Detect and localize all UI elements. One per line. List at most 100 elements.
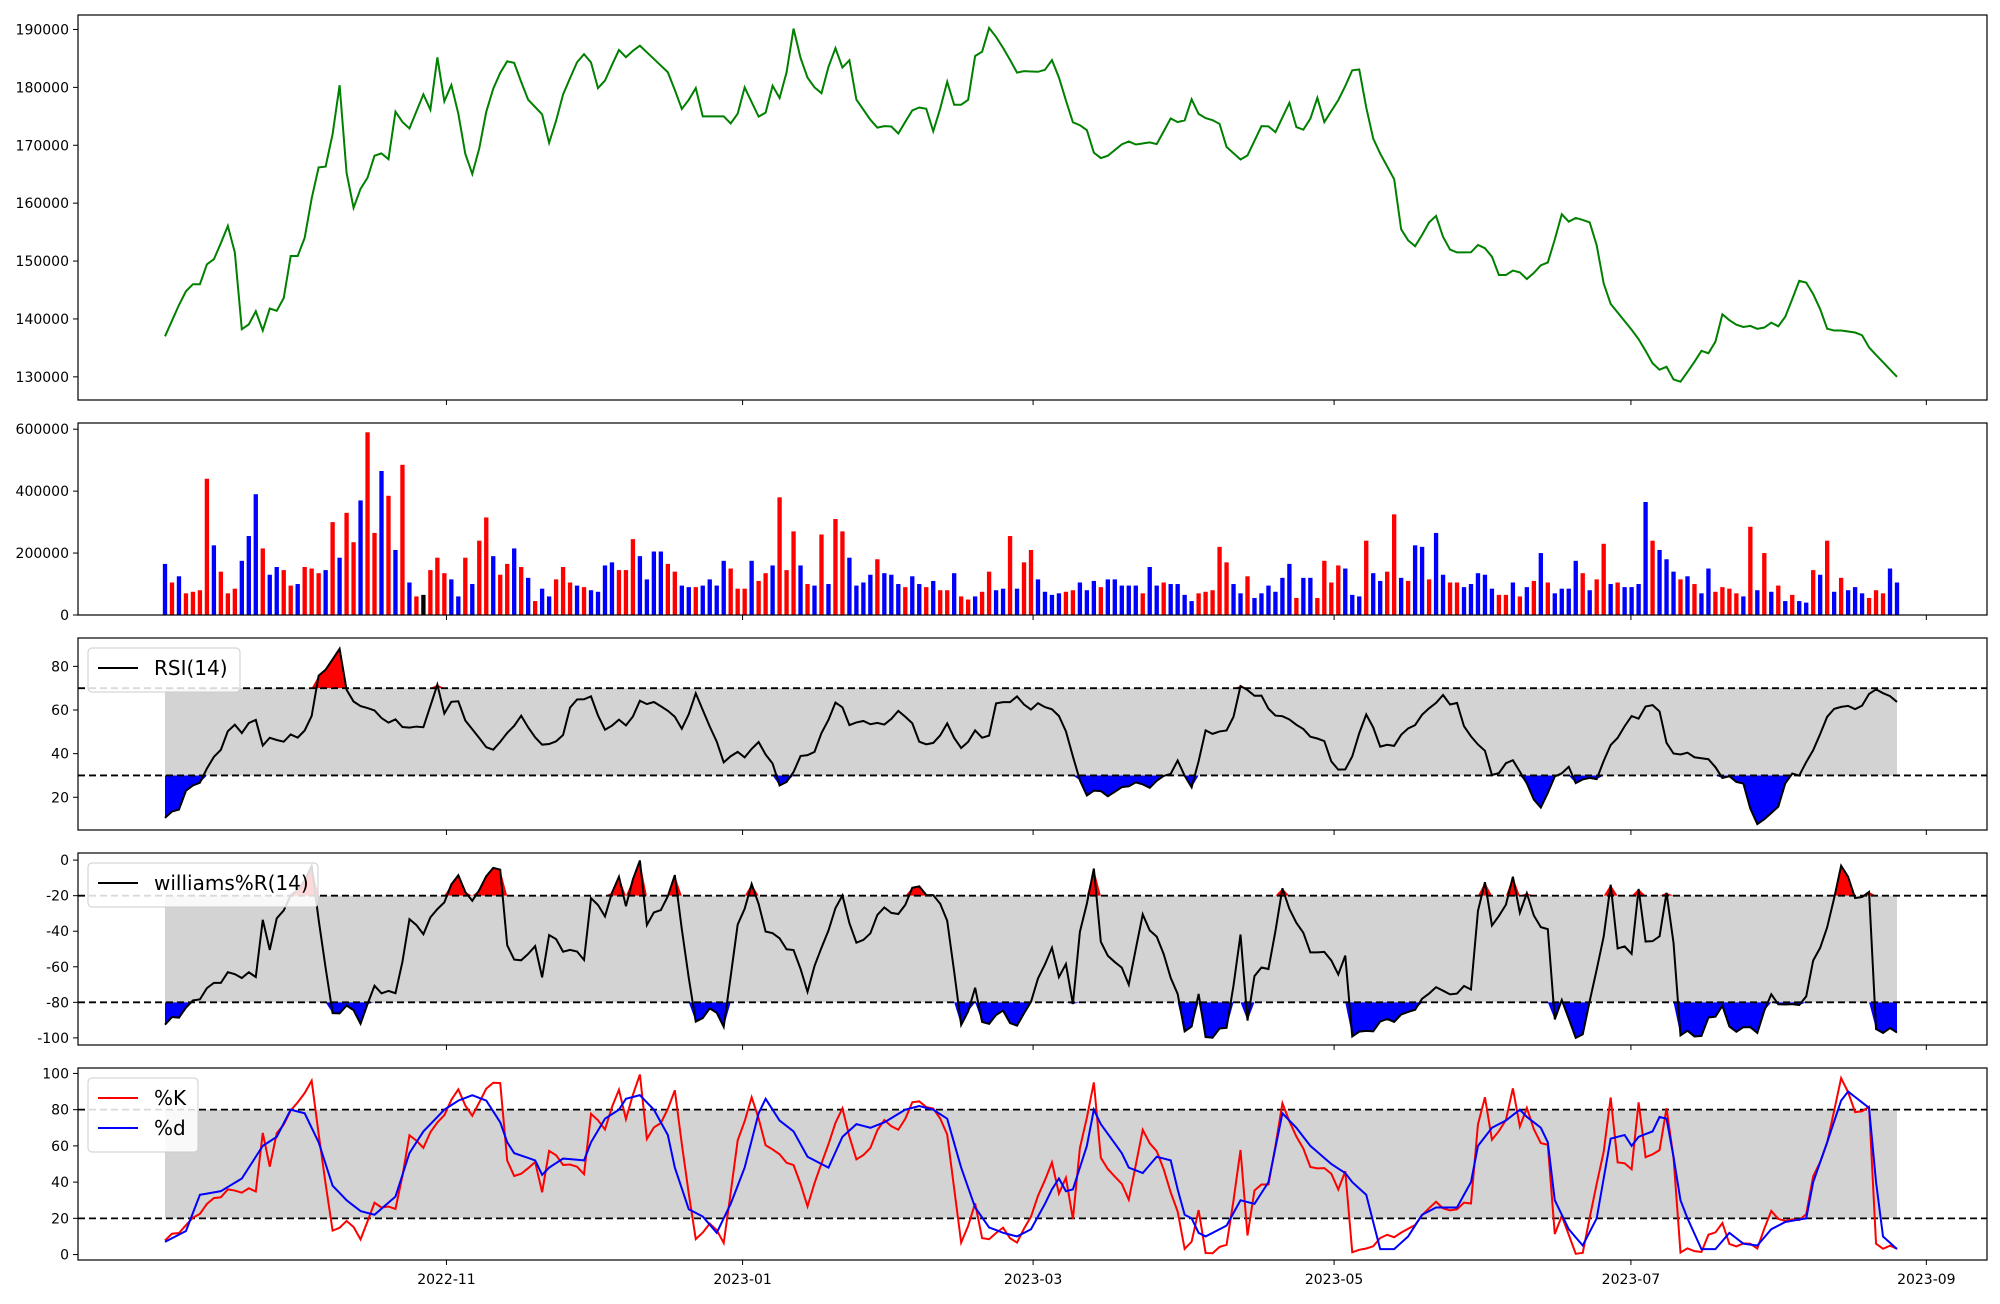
volume-bar <box>442 573 447 615</box>
volume-bar <box>477 540 482 615</box>
y-tick-label: 150000 <box>16 254 69 270</box>
volume-bar <box>1266 585 1271 615</box>
volume-bar <box>1385 571 1390 615</box>
volume-bar <box>1042 591 1048 615</box>
volume-bar <box>917 584 922 615</box>
volume-bar <box>267 574 272 615</box>
volume-bar <box>1804 602 1809 615</box>
volume-bar <box>658 551 664 615</box>
volume-bar <box>1887 568 1893 615</box>
volume-bar <box>1622 587 1627 615</box>
volume-bar <box>1426 579 1432 615</box>
volume-bar <box>1685 576 1690 615</box>
volume-bar <box>1859 593 1865 615</box>
volume-bar <box>274 567 279 615</box>
volume-bar <box>735 588 740 615</box>
volume-bar <box>232 588 238 615</box>
volume-bar <box>218 571 224 615</box>
volume-bar <box>588 590 594 615</box>
volume-bar <box>1259 593 1264 615</box>
volume-bar <box>1196 593 1201 615</box>
y-tick-label: -20 <box>46 889 69 905</box>
volume-bar <box>784 570 789 615</box>
volume-bar <box>1601 543 1606 615</box>
volume-bar <box>1077 582 1083 615</box>
volume-bar <box>1664 559 1669 615</box>
volume-bar <box>1720 587 1725 615</box>
volume-bar <box>903 587 908 615</box>
volume-bar <box>889 574 894 615</box>
volume-bar <box>1545 582 1550 615</box>
volume-bar <box>435 557 440 615</box>
x-tick-label: 2022-11 <box>417 1272 476 1288</box>
y-tick-label: 200000 <box>16 546 69 562</box>
volume-bar <box>896 584 901 615</box>
volume-bar <box>679 585 684 615</box>
overbought-fill <box>165 648 1897 689</box>
volume-bar <box>1364 540 1369 615</box>
volume-bar <box>1217 546 1222 615</box>
volume-bar <box>1378 580 1383 615</box>
volume-bar <box>1852 587 1858 615</box>
volume-bar <box>1573 560 1578 615</box>
williams-line <box>164 860 1898 1040</box>
volume-bar <box>1440 574 1446 615</box>
volume-bar <box>539 588 545 615</box>
volume-bar <box>868 574 873 615</box>
volume-bar <box>1287 563 1292 615</box>
volume-bar <box>246 536 251 615</box>
volume-bar <box>1818 574 1823 615</box>
neutral-band <box>165 895 1897 1003</box>
volume-bar <box>854 585 859 615</box>
volume-bar <box>882 573 887 615</box>
legend-box <box>87 647 241 693</box>
volume-bar <box>1692 584 1697 615</box>
volume-bar <box>1838 577 1844 615</box>
y-tick-label: 160000 <box>16 196 69 212</box>
volume-bar <box>805 584 810 615</box>
volume-bar <box>211 545 217 615</box>
volume-bar <box>861 582 866 615</box>
volume-bar <box>1398 577 1404 615</box>
volume-bar <box>993 590 999 615</box>
volume-bar <box>1175 584 1180 615</box>
y-tick-label: 0 <box>60 608 69 624</box>
volume-bar <box>309 568 314 615</box>
volume-bar <box>819 534 824 615</box>
percent-k-line <box>164 1074 1898 1255</box>
legend-box <box>87 1077 199 1153</box>
neutral-band <box>165 1109 1897 1219</box>
volume-bar <box>602 565 608 615</box>
volume-bar <box>414 596 419 615</box>
y-tick-label: 180000 <box>16 80 69 96</box>
volume-bar <box>358 500 363 615</box>
volume-bar <box>609 562 615 615</box>
volume-bar <box>847 557 852 615</box>
overbought-fill <box>165 860 1897 896</box>
volume-bar <box>1280 577 1285 615</box>
volume-bar <box>386 495 391 615</box>
y-tick-label: 20 <box>51 790 69 806</box>
volume-bar <box>749 560 754 615</box>
y-tick-label: 600000 <box>16 422 69 438</box>
volume-bar <box>833 519 838 615</box>
x-tick-label: 2023-01 <box>713 1272 772 1288</box>
volume-bar <box>330 522 335 615</box>
volume-bar <box>470 584 475 615</box>
x-tick-label: 2023-05 <box>1305 1272 1364 1288</box>
volume-bar <box>1699 593 1704 615</box>
volume-bar <box>1056 593 1062 615</box>
volume-bar <box>1587 590 1592 615</box>
y-tick-label: 20 <box>51 1211 69 1227</box>
volume-bar <box>581 587 587 615</box>
legend-label: williams%R(14) <box>154 871 309 895</box>
volume-bar <box>1133 585 1138 615</box>
y-tick-label: 60 <box>51 1139 69 1155</box>
volume-bar <box>337 557 342 615</box>
volume-bar <box>1783 601 1788 615</box>
volume-bar <box>1629 587 1634 615</box>
volume-bar <box>826 584 831 615</box>
panel-volume: 0 200000 400000 600000 <box>16 422 1988 624</box>
volume-bar <box>1168 584 1173 615</box>
volume-bar <box>1811 570 1816 615</box>
